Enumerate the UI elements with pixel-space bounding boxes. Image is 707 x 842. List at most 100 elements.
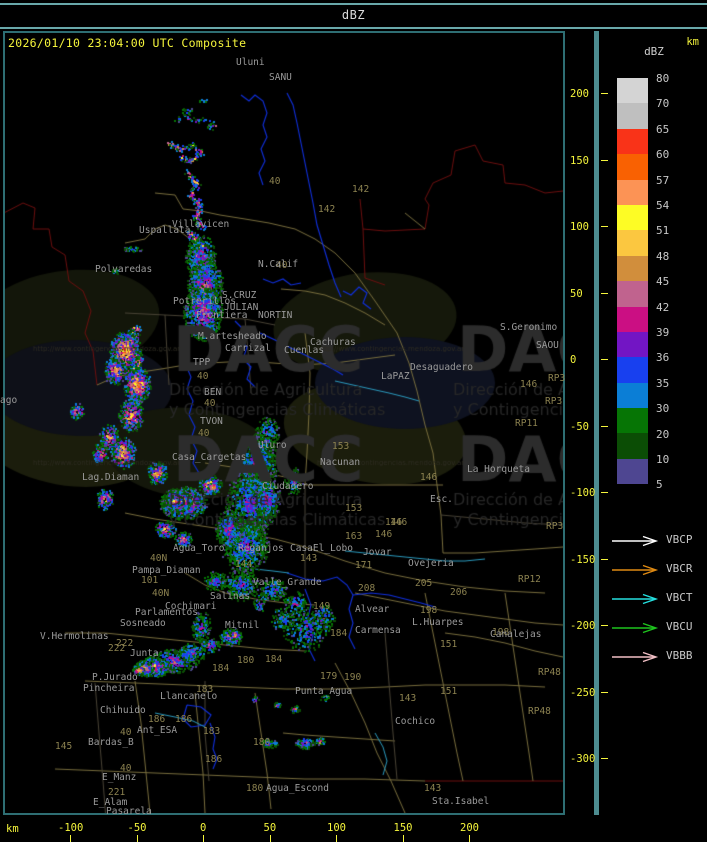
map-place-label: L.Huarpes — [412, 617, 464, 628]
color-scale-tick-label: 48 — [656, 249, 670, 263]
map-place-label: Ant_ESA — [137, 725, 178, 736]
vector-legend-row: VBCU — [610, 618, 704, 638]
color-scale-segment — [617, 458, 648, 485]
map-place-label: Junta — [130, 648, 159, 659]
y-axis-tick-label: -200 — [570, 620, 596, 632]
map-route-label: RP3 — [548, 373, 566, 384]
y-axis-tick-label: 100 — [570, 221, 589, 233]
map-place-label: Carrizal — [225, 343, 271, 354]
map-route-label: 198 — [420, 605, 438, 616]
radar-plot-area — [5, 33, 563, 813]
x-axis-tick-label: -100 — [58, 822, 84, 834]
y-axis-tick-label: 150 — [570, 154, 589, 167]
x-axis-tick-label: 0 — [200, 822, 207, 834]
map-place-label: Alvear — [355, 604, 390, 615]
map-route-label: RP11 — [515, 418, 538, 429]
map-place-label: Parlamentos — [135, 607, 198, 618]
map-route-label: 40N — [152, 588, 170, 599]
radar-map-frame — [3, 31, 565, 815]
y-axis-tick-label: -150 — [570, 553, 596, 566]
map-place-label: Polvaredas — [95, 264, 153, 275]
y-axis-tick-mark — [601, 492, 608, 493]
y-axis-tick-mark — [601, 359, 608, 360]
map-route-label: 206 — [450, 587, 468, 598]
map-route-label: 153 — [332, 441, 350, 452]
map-place-label: LaPAZ — [381, 371, 410, 382]
map-place-label: Cachuras — [310, 337, 356, 348]
map-place-label: NORTIN — [258, 310, 293, 321]
map-place-label: Sta.Isabel — [432, 796, 490, 807]
color-scale-segment — [617, 357, 648, 383]
map-route-label: 153 — [345, 503, 363, 514]
map-place-label: Uluni — [236, 57, 265, 68]
map-route-label: 149 — [313, 601, 331, 612]
map-route-label: 142 — [318, 204, 336, 215]
color-scale-tick-label: 42 — [656, 300, 670, 314]
map-place-label: Jovar — [363, 547, 392, 558]
y-axis-tick-mark — [601, 93, 608, 94]
color-scale-tick-label: 54 — [656, 199, 670, 212]
legend-header: dBZ — [644, 45, 664, 58]
x-axis-tick-mark — [269, 835, 271, 842]
color-scale-tick-label: 10 — [656, 453, 670, 466]
color-scale-tick-label: 5 — [656, 478, 663, 492]
map-place-label: E_Alam — [93, 797, 128, 808]
map-route-label: 40 — [269, 176, 281, 187]
map-route-label: 151 — [440, 639, 458, 650]
arrow-icon — [612, 564, 659, 576]
map-route-label: RP3 — [546, 521, 564, 532]
y-axis-tick-label: 50 — [570, 287, 583, 300]
y-axis-tick-mark — [601, 558, 608, 560]
y-axis-tick-mark — [601, 758, 608, 759]
color-scale-segment — [617, 103, 648, 129]
y-axis-tick-label: -50 — [570, 420, 589, 433]
timestamp-label: 2026/01/10 23:04:00 UTC Composite — [8, 36, 247, 50]
map-route-label: RP3 — [545, 396, 563, 407]
map-route-label: 184 — [330, 628, 348, 639]
arrow-icon — [612, 651, 659, 663]
map-place-label: Chihuido — [100, 705, 146, 716]
map-route-label: 190 — [344, 672, 362, 683]
map-place-label: ago — [0, 395, 18, 406]
map-place-label: SAOU — [536, 340, 559, 351]
map-route-label: 180 — [237, 655, 255, 666]
y-axis-tick-mark — [601, 691, 608, 693]
map-route-label: RP48 — [538, 667, 561, 678]
map-route-label: 143 — [300, 553, 318, 564]
map-place-label: Villavicen — [172, 219, 230, 230]
map-place-label: Reganjos — [238, 543, 284, 554]
vector-legend-label: VBCR — [666, 562, 693, 575]
color-scale-tick-label: 35 — [656, 376, 670, 390]
x-axis-tick-label: 150 — [393, 822, 413, 834]
map-place-label: TPP — [193, 357, 211, 368]
map-route-label: 143 — [399, 693, 417, 704]
map-place-label: N.Calif — [258, 259, 299, 270]
y-axis-tick-label: 0 — [570, 354, 577, 366]
color-scale-segment — [617, 230, 648, 256]
color-scale-tick-label: 60 — [656, 148, 670, 162]
map-place-label: Cochico — [395, 716, 436, 727]
map-route-label: 40 — [197, 371, 209, 382]
x-axis-tick-mark — [336, 835, 337, 842]
y-axis-tick-label: 200 — [570, 88, 589, 100]
map-route-label: 40 — [276, 260, 288, 271]
color-scale-segment — [617, 382, 648, 409]
y-axis-tick-mark — [601, 292, 608, 294]
map-place-label: BEN — [204, 387, 222, 398]
color-scale-segment — [617, 179, 648, 205]
map-place-label: CasaEl_Lobo — [290, 543, 353, 554]
x-axis-tick-mark — [402, 835, 404, 842]
map-route-label: 143 — [424, 783, 442, 794]
map-route-label: 146 — [385, 517, 403, 528]
map-route-label: 198 — [492, 627, 510, 638]
color-scale-bar — [617, 78, 648, 485]
x-axis-tick-mark — [203, 835, 204, 842]
color-scale-segment — [617, 128, 648, 155]
map-route-label: 183 — [203, 726, 221, 737]
color-scale-tick-label: 65 — [656, 122, 670, 136]
window-title: dBZ — [341, 8, 366, 22]
map-route-label: 186 — [148, 714, 166, 725]
map-route-label: 222 — [108, 643, 126, 654]
map-place-label: Desaguadero — [410, 362, 473, 373]
